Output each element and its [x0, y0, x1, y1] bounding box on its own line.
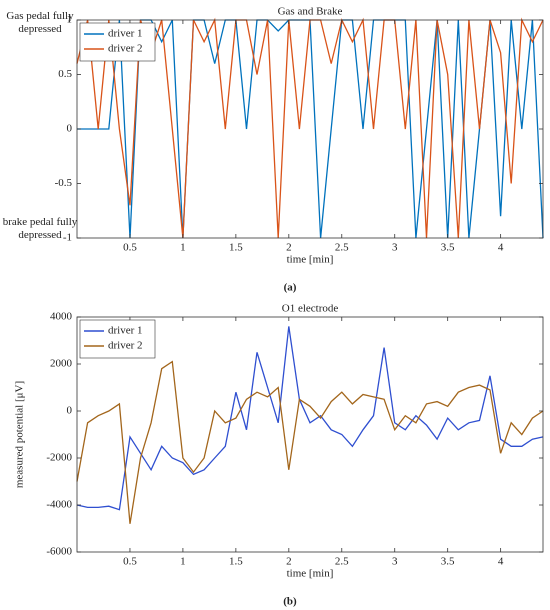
legend-label: driver 2	[108, 43, 143, 55]
y-axis-label: measured potential [μV]	[14, 381, 26, 488]
legend-box	[79, 22, 156, 62]
caption: (b)	[283, 596, 297, 608]
chart-title: O1 electrode	[282, 303, 339, 315]
y-tick-label: 4000	[50, 311, 73, 323]
x-tick-label: 3	[392, 556, 398, 568]
x-tick-label: 4	[498, 242, 504, 254]
x-tick-label: 2	[286, 242, 292, 254]
y-tick-label: 0.5	[58, 68, 72, 80]
x-tick-label: 1	[180, 556, 186, 568]
x-tick-label: 1.5	[229, 242, 243, 254]
legend-label: driver 1	[108, 325, 143, 337]
axes-box	[76, 316, 544, 553]
y-tick-label: 2000	[50, 358, 73, 370]
series-line	[76, 326, 544, 511]
x-tick-label: 2	[286, 556, 292, 568]
x-tick-label: 4	[498, 556, 504, 568]
x-tick-label: 3.5	[441, 242, 455, 254]
axis-annotation: Gas pedal fully depressed	[6, 10, 74, 35]
y-tick-label: 0	[67, 123, 73, 135]
chart-title: Gas and Brake	[278, 6, 343, 18]
legend-label: driver 2	[108, 340, 143, 352]
y-tick-label: -0.5	[55, 177, 73, 189]
y-tick-label: -1	[63, 232, 72, 244]
x-tick-label: 1.5	[229, 556, 243, 568]
x-tick-label: 0.5	[123, 242, 137, 254]
x-axis-label: time [min]	[287, 568, 334, 580]
x-tick-label: 3.5	[441, 556, 455, 568]
legend-label: driver 1	[108, 28, 143, 40]
caption: (a)	[284, 282, 297, 294]
legend-box	[79, 319, 156, 359]
y-tick-label: -2000	[46, 452, 72, 464]
x-tick-label: 0.5	[123, 556, 137, 568]
y-tick-label: 0	[67, 405, 73, 417]
y-tick-label: 1	[67, 14, 73, 26]
x-tick-label: 1	[180, 242, 186, 254]
x-axis-label: time [min]	[287, 254, 334, 266]
x-tick-label: 2.5	[335, 556, 349, 568]
axis-annotation: brake pedal fully depressed	[2, 216, 78, 241]
y-tick-label: -4000	[46, 499, 72, 511]
x-tick-label: 3	[392, 242, 398, 254]
series-line	[76, 360, 544, 524]
x-tick-label: 2.5	[335, 242, 349, 254]
y-tick-label: -6000	[46, 546, 72, 558]
